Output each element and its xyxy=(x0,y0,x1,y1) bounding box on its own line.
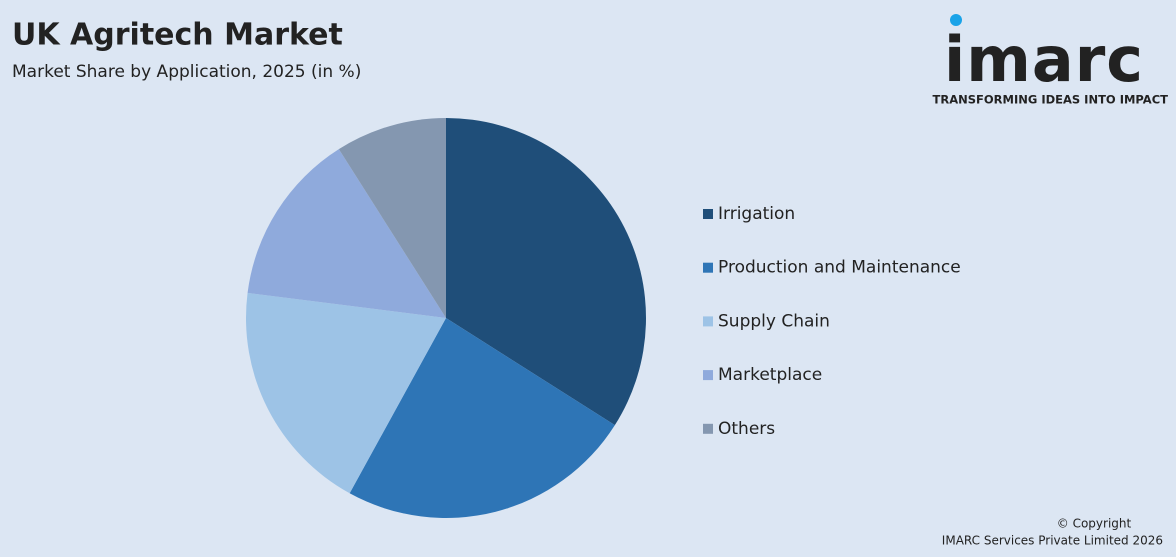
legend-swatch xyxy=(703,209,713,219)
pie-slice xyxy=(446,118,646,426)
logo-name: imarc xyxy=(944,23,1144,96)
copyright: © Copyright xyxy=(1057,517,1132,531)
legend-label: Supply Chain xyxy=(718,311,830,331)
pie-slice xyxy=(349,318,615,518)
legend-swatch xyxy=(703,423,713,434)
chart-title: UK Agritech Market xyxy=(12,18,343,53)
pie-slice xyxy=(338,118,446,318)
logo-dot xyxy=(950,14,962,26)
legend-swatch xyxy=(703,370,713,381)
chart-subtitle: Market Share by Application, 2025 (in %) xyxy=(12,62,361,82)
company: IMARC Services Private Limited 2026 xyxy=(942,534,1163,548)
legend-swatch xyxy=(703,316,713,327)
legend-label: Others xyxy=(718,419,775,439)
pie-slice xyxy=(245,292,446,494)
pie-slice xyxy=(247,149,446,318)
legend-label: Production and Maintenance xyxy=(718,258,961,278)
legend-label: Marketplace xyxy=(718,365,822,385)
logo-tagline: TRANSFORMING IDEAS INTO IMPACT xyxy=(933,93,1169,107)
legend-label: Irrigation xyxy=(718,204,795,224)
legend-swatch xyxy=(703,262,713,273)
